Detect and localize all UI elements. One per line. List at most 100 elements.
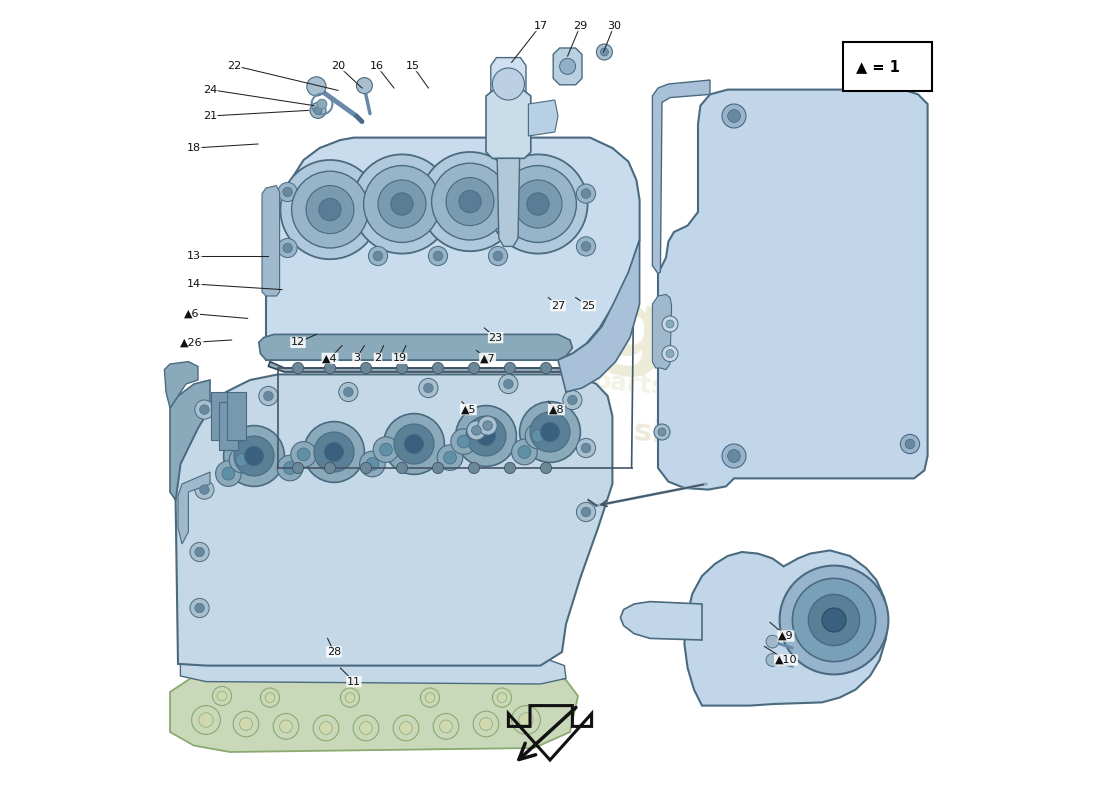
Circle shape	[394, 424, 435, 464]
Polygon shape	[620, 602, 702, 640]
Circle shape	[261, 688, 279, 707]
Text: ▲26: ▲26	[180, 338, 202, 347]
Circle shape	[361, 462, 372, 474]
Circle shape	[432, 462, 443, 474]
Circle shape	[488, 154, 587, 254]
Circle shape	[280, 160, 380, 259]
Circle shape	[360, 451, 385, 477]
Polygon shape	[491, 58, 526, 98]
Circle shape	[324, 462, 336, 474]
Text: 3: 3	[353, 354, 360, 363]
Circle shape	[217, 691, 227, 701]
Circle shape	[455, 406, 516, 466]
Circle shape	[505, 362, 516, 374]
Circle shape	[469, 462, 480, 474]
Polygon shape	[486, 90, 531, 158]
Circle shape	[284, 462, 296, 474]
Polygon shape	[170, 380, 210, 500]
Circle shape	[216, 461, 241, 486]
Circle shape	[473, 711, 498, 737]
Circle shape	[493, 251, 503, 261]
Circle shape	[476, 426, 496, 446]
Circle shape	[356, 78, 373, 94]
Circle shape	[722, 104, 746, 128]
Circle shape	[199, 405, 209, 414]
Text: 30: 30	[607, 21, 621, 30]
Polygon shape	[176, 374, 613, 666]
Circle shape	[419, 378, 438, 398]
Circle shape	[258, 386, 278, 406]
Circle shape	[396, 462, 408, 474]
Circle shape	[297, 448, 310, 461]
Circle shape	[662, 346, 678, 362]
Circle shape	[379, 443, 393, 456]
Circle shape	[199, 713, 213, 727]
Circle shape	[478, 416, 497, 435]
Text: 21: 21	[202, 111, 217, 121]
Circle shape	[310, 102, 326, 118]
Circle shape	[576, 184, 595, 203]
Circle shape	[314, 106, 322, 114]
Circle shape	[440, 720, 452, 733]
Text: parts: parts	[592, 369, 668, 399]
Circle shape	[519, 402, 581, 462]
Circle shape	[304, 422, 364, 482]
Text: since 1985: since 1985	[632, 418, 820, 462]
Circle shape	[353, 715, 378, 741]
Circle shape	[424, 383, 433, 393]
Text: 14: 14	[187, 279, 201, 289]
Circle shape	[240, 718, 252, 730]
Circle shape	[283, 187, 293, 197]
Circle shape	[472, 426, 481, 435]
Circle shape	[483, 421, 493, 430]
Text: 15: 15	[406, 61, 419, 70]
Circle shape	[504, 379, 514, 389]
Text: ges: ges	[596, 282, 792, 390]
Circle shape	[307, 77, 326, 96]
Circle shape	[195, 400, 214, 419]
Text: ▲10: ▲10	[774, 655, 798, 665]
Circle shape	[766, 635, 779, 648]
Circle shape	[518, 446, 531, 458]
Circle shape	[499, 166, 576, 242]
Circle shape	[576, 237, 595, 256]
Polygon shape	[180, 652, 566, 684]
Circle shape	[320, 722, 332, 734]
Circle shape	[808, 594, 859, 646]
Circle shape	[512, 706, 540, 734]
Circle shape	[191, 706, 220, 734]
Text: 28: 28	[327, 647, 341, 657]
Circle shape	[498, 374, 518, 394]
Text: ▲5: ▲5	[461, 405, 476, 414]
Circle shape	[235, 454, 249, 466]
Circle shape	[433, 714, 459, 739]
Circle shape	[306, 186, 354, 234]
Text: 2: 2	[374, 354, 382, 363]
Circle shape	[265, 693, 275, 702]
Circle shape	[290, 442, 317, 467]
Circle shape	[433, 251, 443, 261]
Polygon shape	[652, 80, 710, 274]
Circle shape	[666, 350, 674, 358]
Circle shape	[396, 362, 408, 374]
Bar	[227, 392, 246, 440]
Circle shape	[568, 395, 578, 405]
Polygon shape	[497, 158, 519, 246]
Text: 24: 24	[202, 85, 217, 94]
Circle shape	[780, 566, 889, 674]
Circle shape	[420, 688, 440, 707]
Circle shape	[576, 438, 595, 458]
Polygon shape	[266, 138, 639, 360]
Polygon shape	[258, 334, 572, 360]
Circle shape	[446, 178, 494, 226]
Circle shape	[469, 362, 480, 374]
Text: 25: 25	[581, 301, 595, 310]
Circle shape	[727, 450, 740, 462]
Text: 23: 23	[488, 333, 503, 342]
Text: 11: 11	[346, 677, 361, 686]
Circle shape	[361, 362, 372, 374]
Polygon shape	[262, 186, 279, 296]
Circle shape	[233, 711, 258, 737]
Circle shape	[497, 693, 507, 702]
Circle shape	[540, 422, 560, 442]
